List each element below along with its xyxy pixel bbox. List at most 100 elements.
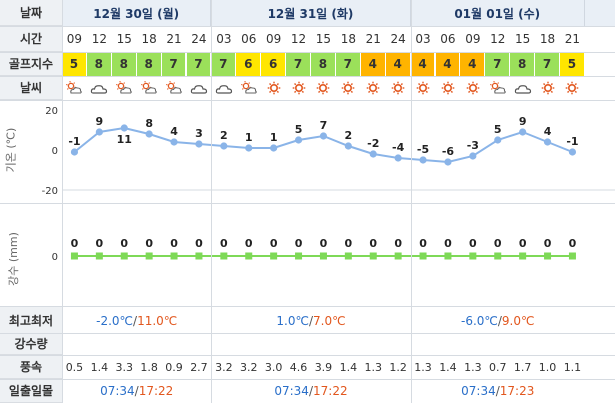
cloudy-icon <box>187 76 212 100</box>
precip-point <box>494 252 502 260</box>
sunrise-time: 07:34 <box>100 384 135 398</box>
golf-index-cell: 8 <box>136 52 162 76</box>
grid-divider <box>0 379 615 380</box>
separator: / <box>308 384 313 398</box>
golf-index-cell: 8 <box>311 52 336 76</box>
wind-row: 풍속 0.5 1.4 3.3 1.8 0.9 2.7 3.2 3.2 3.0 4.6 3.9 1.4 1… <box>0 355 615 379</box>
golf-index-cell: 8 <box>510 52 536 76</box>
partly-cloudy-icon <box>162 76 187 100</box>
hour-cell: 12 <box>490 32 506 46</box>
temp-point <box>394 154 402 162</box>
hour-cell: 18 <box>340 32 356 46</box>
weather-label: 날씨 <box>0 76 62 100</box>
golf-index-cell: 7 <box>161 52 187 76</box>
hour-cell: 15 <box>315 32 332 46</box>
temp-data-label: -1 <box>68 135 80 148</box>
hour-cell: 03 <box>216 32 232 46</box>
wind-cell: 0.5 <box>65 360 84 374</box>
min-temp: -2.0℃ <box>96 313 134 328</box>
wind-cell: 0.7 <box>488 360 507 374</box>
temp-data-label: 2 <box>345 129 353 142</box>
sun-icon <box>560 76 585 100</box>
precip-tick-label: 0 <box>52 252 58 263</box>
temp-data-label: 8 <box>145 117 153 130</box>
wind-cell: 2.7 <box>190 360 208 374</box>
temp-point <box>270 144 278 152</box>
temp-point <box>494 136 502 144</box>
hour-cell: 12 <box>91 32 107 46</box>
temp-data-label: 1 <box>245 131 253 144</box>
precip-point <box>295 252 303 260</box>
sunrise-sunset-label: 일출일몰 <box>0 379 62 403</box>
golf-index-cell: 7 <box>211 52 237 76</box>
temp-data-label: 5 <box>494 123 502 136</box>
hour-cell: 06 <box>241 32 257 46</box>
precip-point <box>319 252 327 260</box>
temp-point <box>195 140 203 148</box>
hour-cell: 12 <box>290 32 307 46</box>
golf-index-cell: 7 <box>186 52 212 76</box>
temp-point <box>95 128 103 136</box>
min-temp: -6.0℃ <box>460 313 498 328</box>
separator: / <box>133 313 138 328</box>
golf-index-cell: 4 <box>460 52 486 76</box>
temperature-chart: 기온 (℃) 20 0 -20 -1 9 11 8 4 3 2 1 1 5 7 2 -2 -4 -5 -6 -3 5 9 4… <box>0 100 615 203</box>
wind-cell: 3.0 <box>264 360 283 374</box>
sun-icon <box>460 76 485 100</box>
temp-tick-label: -20 <box>42 186 58 197</box>
precip-data-label: 0 <box>145 237 153 250</box>
temp-point <box>519 128 527 136</box>
golf-index-cell: 5 <box>560 52 585 76</box>
golf-index-cell: 4 <box>410 52 436 76</box>
precip-point <box>170 252 178 260</box>
golf-index-cell: 4 <box>385 52 411 76</box>
hour-cell: 09 <box>265 32 282 46</box>
hour-row: 시간 09 12 15 18 21 24 03 06 09 12 15 18 21 24 03 06 09 12 1… <box>0 26 615 52</box>
wind-cell: 1.1 <box>563 360 582 374</box>
precip-point <box>394 252 402 260</box>
minmax-cell: 1.0℃/7.0℃ <box>211 307 410 334</box>
temp-data-label: 1 <box>270 131 278 144</box>
grid-divider <box>410 0 412 403</box>
golf-index-cell: 4 <box>435 52 461 76</box>
grid-divider <box>0 76 615 77</box>
sun-icon <box>411 76 436 100</box>
wind-cell: 1.4 <box>90 360 109 374</box>
sun-cell: 07:34/17:22 <box>62 379 211 403</box>
precip-data-label: 0 <box>444 237 452 250</box>
min-temp: 1.0℃ <box>276 313 309 328</box>
wind-cell: 4.6 <box>289 360 308 374</box>
temp-point <box>70 148 79 156</box>
precip-data-label: 0 <box>71 237 79 250</box>
golf-index-label: 골프지수 <box>0 52 62 76</box>
wind-cell: 1.3 <box>464 360 482 374</box>
golf-index-cell: 6 <box>261 52 287 76</box>
sun-cell: 07:34/17:22 <box>211 379 410 403</box>
temp-point <box>170 138 178 146</box>
sunrise-time: 07:34 <box>274 384 309 398</box>
precip-point <box>519 252 527 260</box>
partly-cloudy-icon <box>62 76 87 100</box>
wind-cell: 3.2 <box>215 360 233 374</box>
precip-data-label: 0 <box>394 237 402 250</box>
precip-data-label: 0 <box>245 237 253 250</box>
wind-label: 풍속 <box>0 355 62 379</box>
sun-icon <box>311 76 336 100</box>
precip-point <box>344 252 352 260</box>
temp-data-label: -3 <box>467 139 479 152</box>
wind-cell: 1.4 <box>339 360 358 374</box>
temp-point <box>568 148 577 156</box>
temp-data-label: 7 <box>320 119 328 132</box>
sun-icon <box>286 76 311 100</box>
precip-data-label: 0 <box>295 237 303 250</box>
hour-cell: 21 <box>564 32 581 46</box>
precip-point <box>145 252 153 260</box>
temp-point <box>120 124 128 132</box>
grid-divider <box>0 100 615 101</box>
temp-point <box>543 138 552 146</box>
precip-data-label: 0 <box>469 237 477 250</box>
temp-data-label: 5 <box>295 123 303 136</box>
precip-point <box>245 252 253 260</box>
golf-index-cell: 8 <box>86 52 112 76</box>
